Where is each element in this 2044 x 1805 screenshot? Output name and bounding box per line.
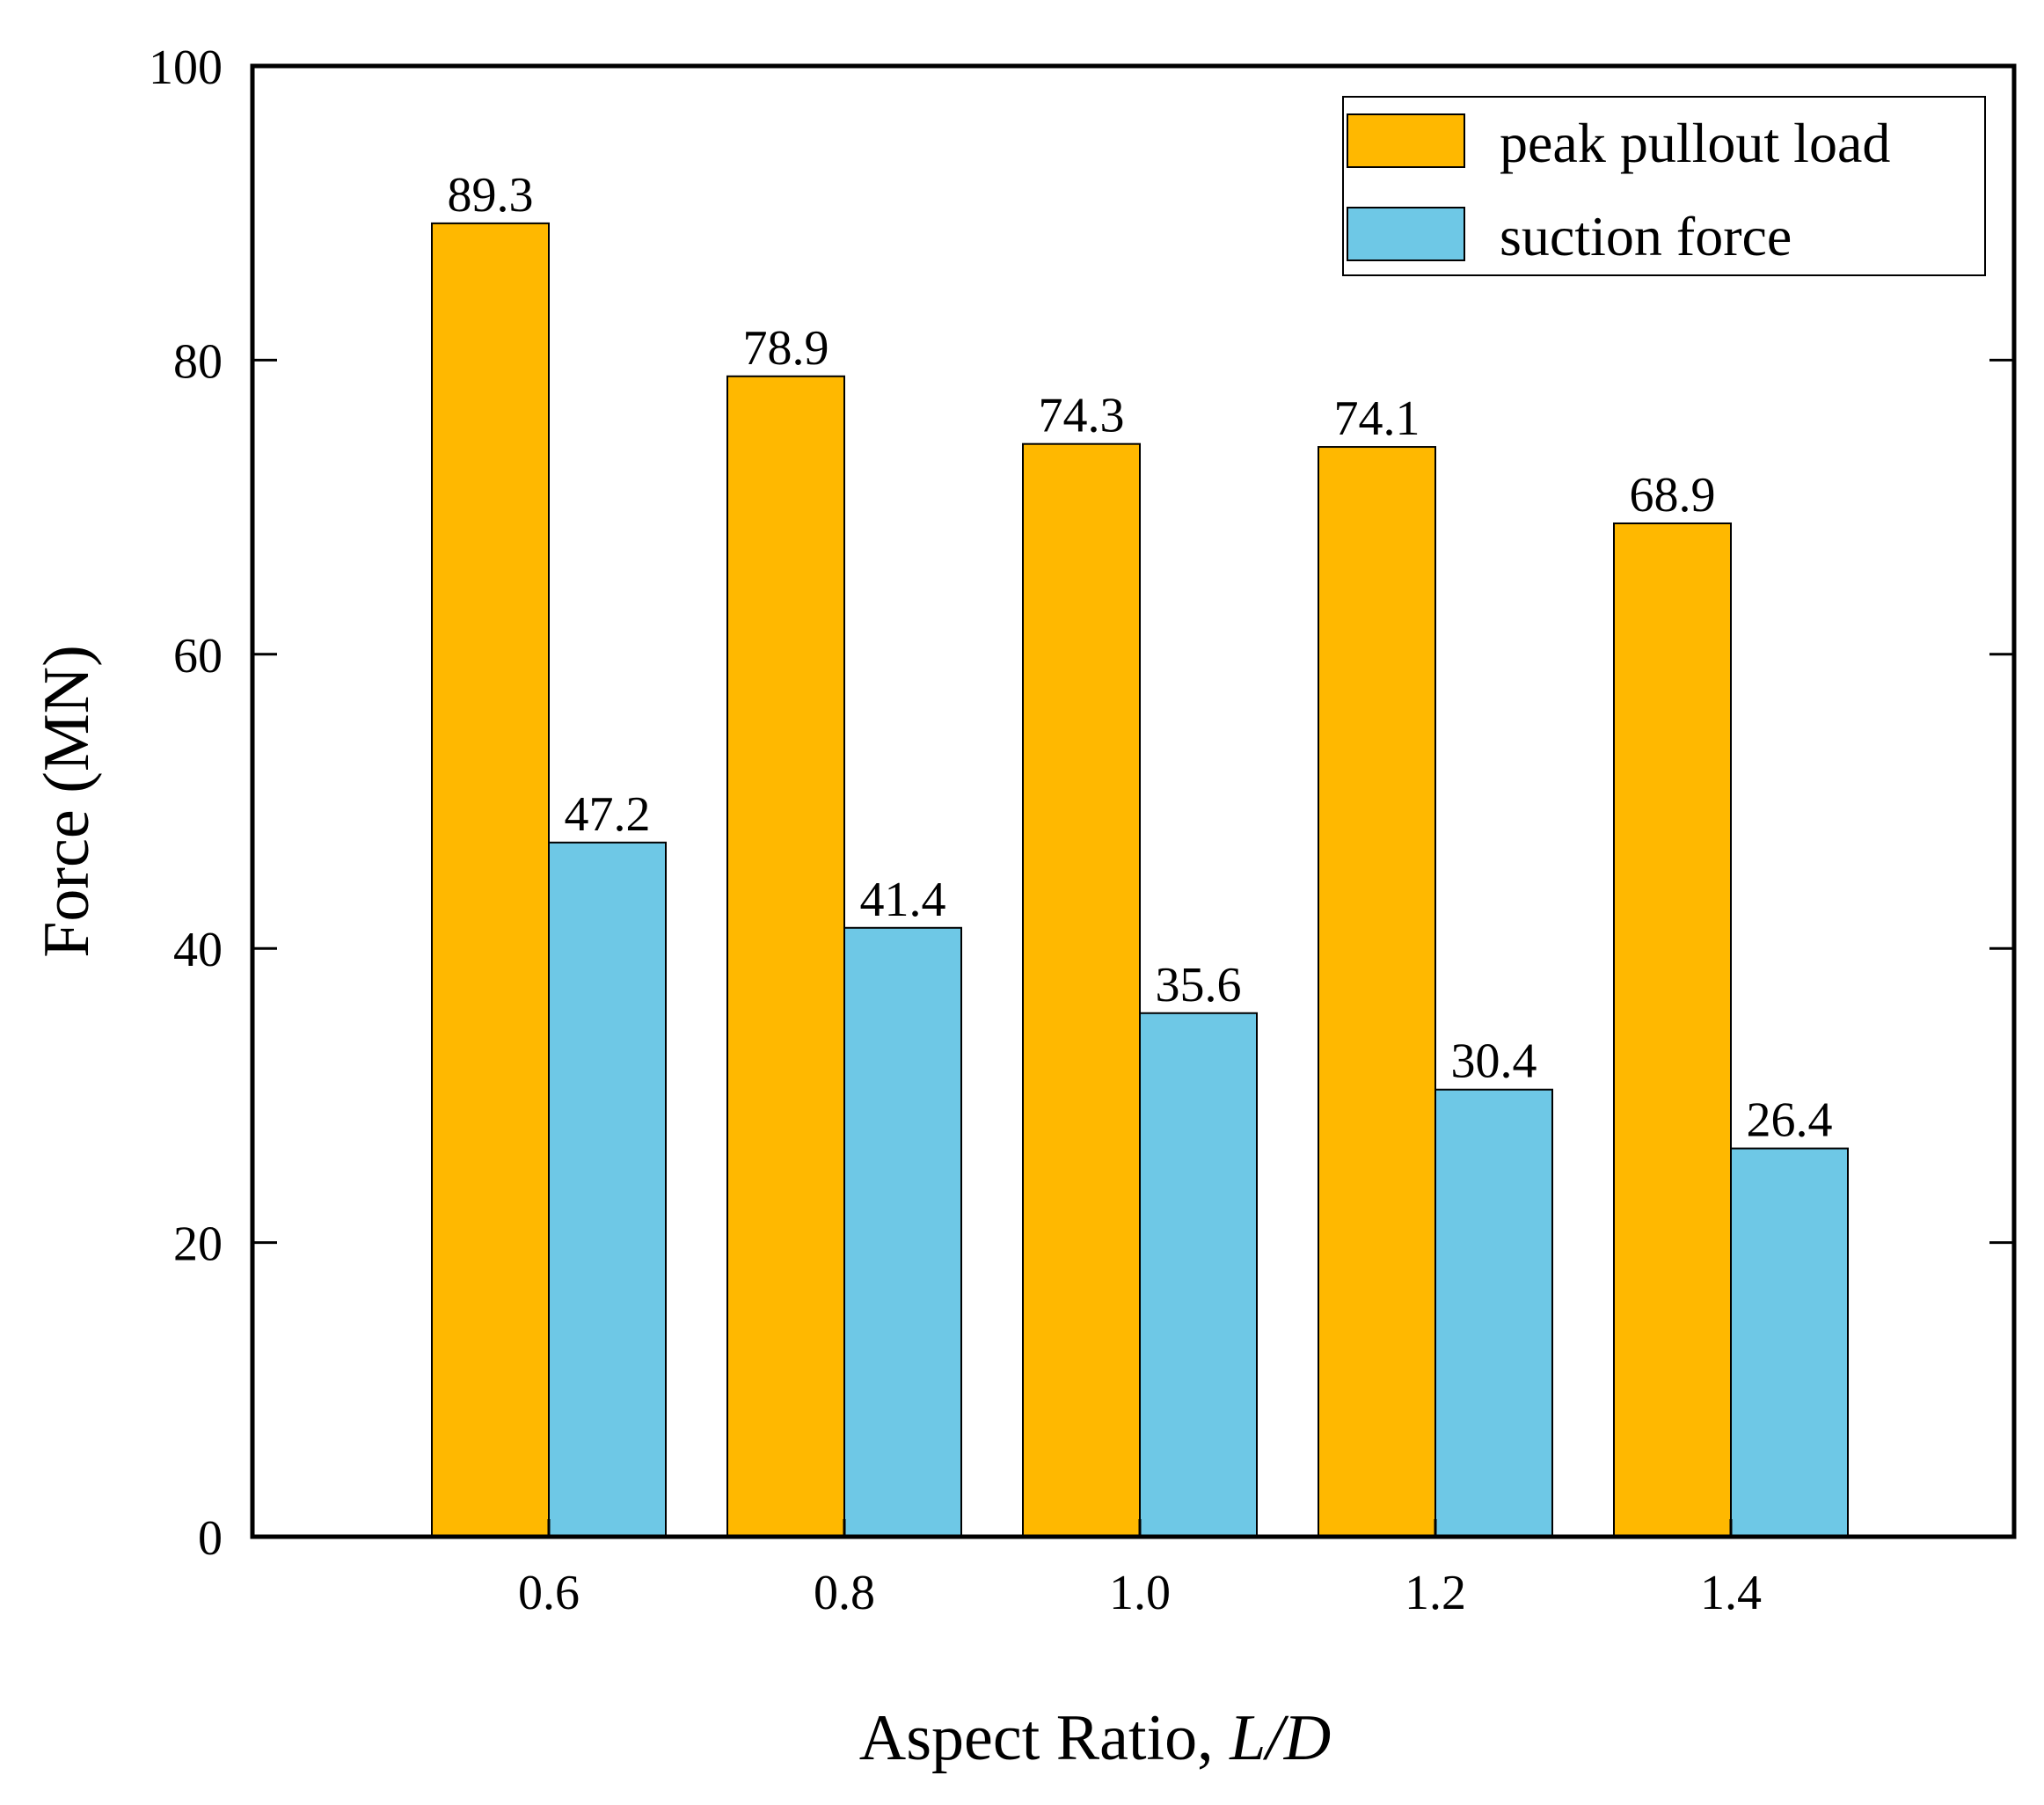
- bar-suction-force-0.6: [548, 841, 667, 1538]
- legend-label-suction-force: suction force: [1500, 205, 1792, 267]
- data-label-suction-force-1.2: 30.4: [1451, 1034, 1537, 1089]
- bar-suction-force-1.0: [1139, 1012, 1258, 1538]
- legend-swatch-peak-pullout-load: [1347, 113, 1465, 168]
- x-tick-label-1.2: 1.2: [1405, 1566, 1466, 1620]
- bar-peak-pullout-load-1.2: [1318, 446, 1436, 1538]
- data-label-peak-pullout-load-1.2: 74.1: [1334, 391, 1420, 446]
- bar-peak-pullout-load-1.4: [1613, 522, 1732, 1538]
- data-label-suction-force-0.6: 47.2: [565, 787, 651, 842]
- y-tick-label-60: 60: [173, 629, 223, 683]
- data-label-suction-force-0.8: 41.4: [860, 873, 946, 927]
- bar-suction-force-1.4: [1730, 1147, 1849, 1538]
- x-tick-label-0.8: 0.8: [814, 1566, 875, 1620]
- bar-suction-force-0.8: [843, 926, 962, 1538]
- y-axis-title: Force (MN): [31, 645, 103, 958]
- x-axis-title-italic: L/D: [1229, 1702, 1331, 1774]
- x-tick-label-0.6: 0.6: [518, 1566, 580, 1620]
- bar-peak-pullout-load-1.0: [1022, 442, 1141, 1538]
- x-axis-title: Aspect Ratio, L/D: [859, 1702, 1331, 1774]
- bar-peak-pullout-load-0.8: [726, 375, 845, 1538]
- plot-frame: [250, 63, 2017, 1539]
- data-label-peak-pullout-load-0.6: 89.3: [448, 168, 534, 223]
- x-tick-label-1.4: 1.4: [1700, 1566, 1762, 1620]
- legend: peak pullout load suction force: [1342, 96, 1986, 276]
- x-axis-title-main: Aspect Ratio,: [859, 1702, 1230, 1774]
- data-labels-group: 89.3 47.2 78.9 41.4 74.3 35.6 74.1 30.4 68.9 26.4: [448, 168, 1833, 1148]
- y-tick-label-0: 0: [198, 1511, 223, 1566]
- legend-swatch-suction-force: [1347, 207, 1465, 261]
- data-label-peak-pullout-load-1.0: 74.3: [1039, 389, 1125, 443]
- y-tick-label-20: 20: [173, 1217, 223, 1272]
- ticks-group: 0.6 0.8 1.0 1.2 1.4 0 20 40 60 80 100: [149, 40, 2014, 1620]
- legend-label-peak-pullout-load: peak pullout load: [1500, 112, 1890, 174]
- data-label-peak-pullout-load-1.4: 68.9: [1630, 468, 1716, 522]
- data-label-suction-force-1.0: 35.6: [1156, 958, 1242, 1012]
- y-tick-label-40: 40: [173, 923, 223, 977]
- x-tick-label-1.0: 1.0: [1109, 1566, 1171, 1620]
- data-label-peak-pullout-load-0.8: 78.9: [743, 321, 829, 376]
- y-tick-label-100: 100: [149, 40, 223, 95]
- bars-group: [431, 222, 1849, 1538]
- bar-suction-force-1.2: [1434, 1088, 1553, 1538]
- data-label-suction-force-1.4: 26.4: [1747, 1093, 1833, 1148]
- bar-peak-pullout-load-0.6: [431, 222, 550, 1538]
- y-tick-label-80: 80: [173, 334, 223, 389]
